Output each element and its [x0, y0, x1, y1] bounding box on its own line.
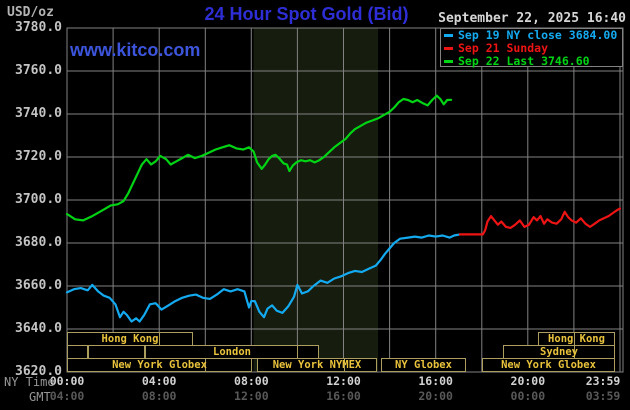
session-label: London — [213, 346, 251, 358]
page-title: 24 Hour Spot Gold (Bid) — [204, 4, 409, 24]
session-divider — [297, 346, 298, 358]
legend-dash-icon — [444, 47, 453, 50]
gmt-tick: 00:00 — [510, 389, 546, 403]
kitco-watermark-link[interactable]: www.kitco.com — [70, 40, 201, 60]
ny-time-tick: 00:00 — [49, 374, 85, 388]
ny-time-tick: 23:59 — [585, 374, 621, 388]
session-box-hong-kong: Hong Kong — [538, 332, 615, 346]
y-axis-unit-label: USD/oz — [7, 5, 54, 20]
legend-row-sep21: Sep 21 Sunday — [441, 42, 622, 55]
session-label: New York Globex — [112, 359, 207, 371]
price-line-sep22 — [65, 94, 453, 222]
gmt-axis-label: GMT — [29, 390, 51, 404]
gmt-tick: 03:59 — [585, 389, 621, 403]
session-divider — [159, 333, 160, 345]
legend-label: Sep 21 Sunday — [458, 41, 549, 55]
legend-dash-icon — [444, 60, 453, 63]
session-box-new-york-nymex: New York NYMEX — [257, 358, 377, 372]
session-divider — [344, 359, 345, 371]
session-box-london: London — [145, 345, 319, 359]
gmt-tick: 20:00 — [418, 389, 453, 403]
session-label: NY Globex — [395, 359, 452, 371]
ny-time-tick: 04:00 — [141, 374, 177, 388]
ny-time-tick: 12:00 — [326, 374, 361, 388]
y-tick-label: 3720.0 — [15, 149, 62, 164]
gmt-tick: 04:00 — [49, 389, 85, 403]
legend-dash-icon — [444, 34, 453, 37]
plot-border — [66, 27, 624, 373]
session-divider — [574, 346, 575, 358]
session-box — [67, 345, 88, 359]
price-line-sep21 — [458, 207, 622, 236]
ny-time-tick: 08:00 — [234, 374, 269, 388]
session-label: Sydney — [540, 346, 578, 358]
datetime-label: September 22, 2025 16:40 — [438, 11, 626, 26]
gmt-tick: 08:00 — [141, 389, 177, 403]
legend-label: Sep 22 Last 3746.60 — [458, 54, 590, 68]
session-box-new-york-globex: New York Globex — [67, 358, 252, 372]
legend-row-sep22: Sep 22 Last 3746.60 — [441, 55, 622, 68]
session-box — [88, 345, 145, 359]
legend-row-sep19: Sep 19 NY close 3684.00 — [441, 29, 622, 42]
ny-time-tick: 20:00 — [510, 374, 546, 388]
y-tick-label: 3680.0 — [15, 235, 62, 250]
ny-time-tick: 16:00 — [418, 374, 453, 388]
session-label: Hong Kong — [548, 333, 605, 345]
session-label: New York Globex — [501, 359, 596, 371]
gmt-tick: 16:00 — [326, 389, 361, 403]
session-divider — [205, 359, 206, 371]
price-line-sep19 — [65, 233, 461, 323]
session-box-sydney: Sydney — [503, 345, 615, 359]
chart-legend: Sep 19 NY close 3684.00 Sep 21 Sunday Sep … — [440, 28, 623, 68]
y-tick-label: 3620.0 — [15, 364, 62, 379]
ny-time-axis-label: NY Time — [4, 375, 55, 389]
y-tick-label: 3700.0 — [15, 192, 62, 207]
session-label: New York NYMEX — [272, 359, 362, 371]
session-divider — [574, 333, 575, 345]
y-tick-label: 3740.0 — [15, 106, 62, 121]
session-box-hong-kong: Hong Kong — [67, 332, 193, 346]
y-tick-label: 3660.0 — [15, 278, 62, 293]
y-tick-label: 3780.0 — [15, 20, 62, 35]
session-box-ny-globex: NY Globex — [381, 358, 466, 372]
y-tick-label: 3760.0 — [15, 63, 62, 78]
y-tick-label: 3640.0 — [15, 321, 62, 336]
gmt-tick: 12:00 — [234, 389, 269, 403]
legend-label: Sep 19 NY close 3684.00 — [458, 28, 618, 42]
session-label: Hong Kong — [101, 333, 159, 345]
session-box-new-york-globex: New York Globex — [482, 358, 615, 372]
